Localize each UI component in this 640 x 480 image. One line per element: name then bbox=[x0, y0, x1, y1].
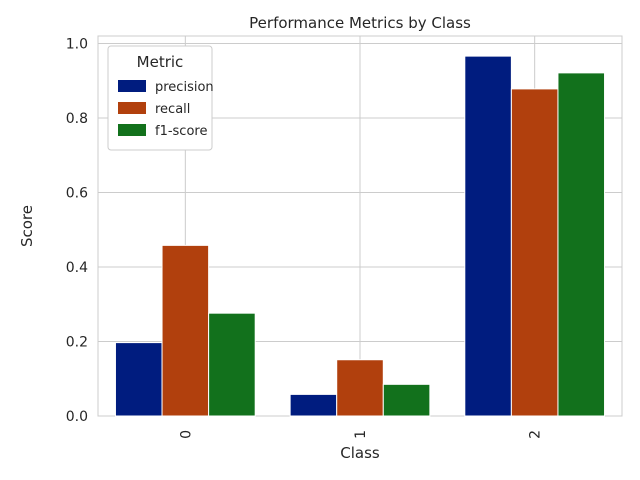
y-tick-label: 0.0 bbox=[66, 409, 88, 425]
bars-group bbox=[114, 55, 606, 417]
legend-title: Metric bbox=[137, 53, 184, 71]
x-tick-labels: 0 1 2 bbox=[178, 430, 543, 439]
x-tick-label: 1 bbox=[353, 430, 369, 439]
y-tick-label: 0.2 bbox=[66, 334, 88, 350]
bar-f1-score-class-1 bbox=[382, 383, 431, 417]
legend-items: precision recall f1-score bbox=[118, 80, 214, 139]
legend-swatch-precision bbox=[118, 80, 146, 92]
y-axis-title: Score bbox=[18, 205, 36, 247]
legend: Metric precision recall f1-score bbox=[107, 45, 214, 151]
legend-label-precision: precision bbox=[155, 80, 214, 95]
bar-precision-class-1 bbox=[289, 393, 338, 417]
legend-label-f1-score: f1-score bbox=[155, 124, 207, 139]
y-tick-labels: 0.0 0.2 0.4 0.6 0.8 1.0 bbox=[66, 36, 88, 425]
legend-swatch-f1-score bbox=[118, 124, 146, 136]
bar-precision-class-2 bbox=[464, 55, 512, 417]
bar-f1-score-class-0 bbox=[208, 312, 256, 417]
chart-title: Performance Metrics by Class bbox=[249, 14, 471, 32]
y-tick-label: 0.6 bbox=[66, 185, 88, 201]
bar-recall-class-2 bbox=[510, 88, 559, 417]
x-axis-title: Class bbox=[340, 444, 380, 462]
y-tick-label: 1.0 bbox=[66, 36, 88, 52]
y-tick-label: 0.4 bbox=[66, 260, 88, 276]
x-tick-label: 0 bbox=[178, 430, 194, 439]
legend-swatch-recall bbox=[118, 102, 146, 114]
x-tick-label: 2 bbox=[528, 430, 544, 439]
legend-label-recall: recall bbox=[155, 102, 190, 117]
bar-precision-class-0 bbox=[114, 342, 163, 417]
bar-recall-class-0 bbox=[161, 244, 210, 417]
bar-recall-class-1 bbox=[336, 359, 384, 417]
y-tick-label: 0.8 bbox=[66, 111, 88, 127]
bar-f1-score-class-2 bbox=[557, 72, 606, 417]
